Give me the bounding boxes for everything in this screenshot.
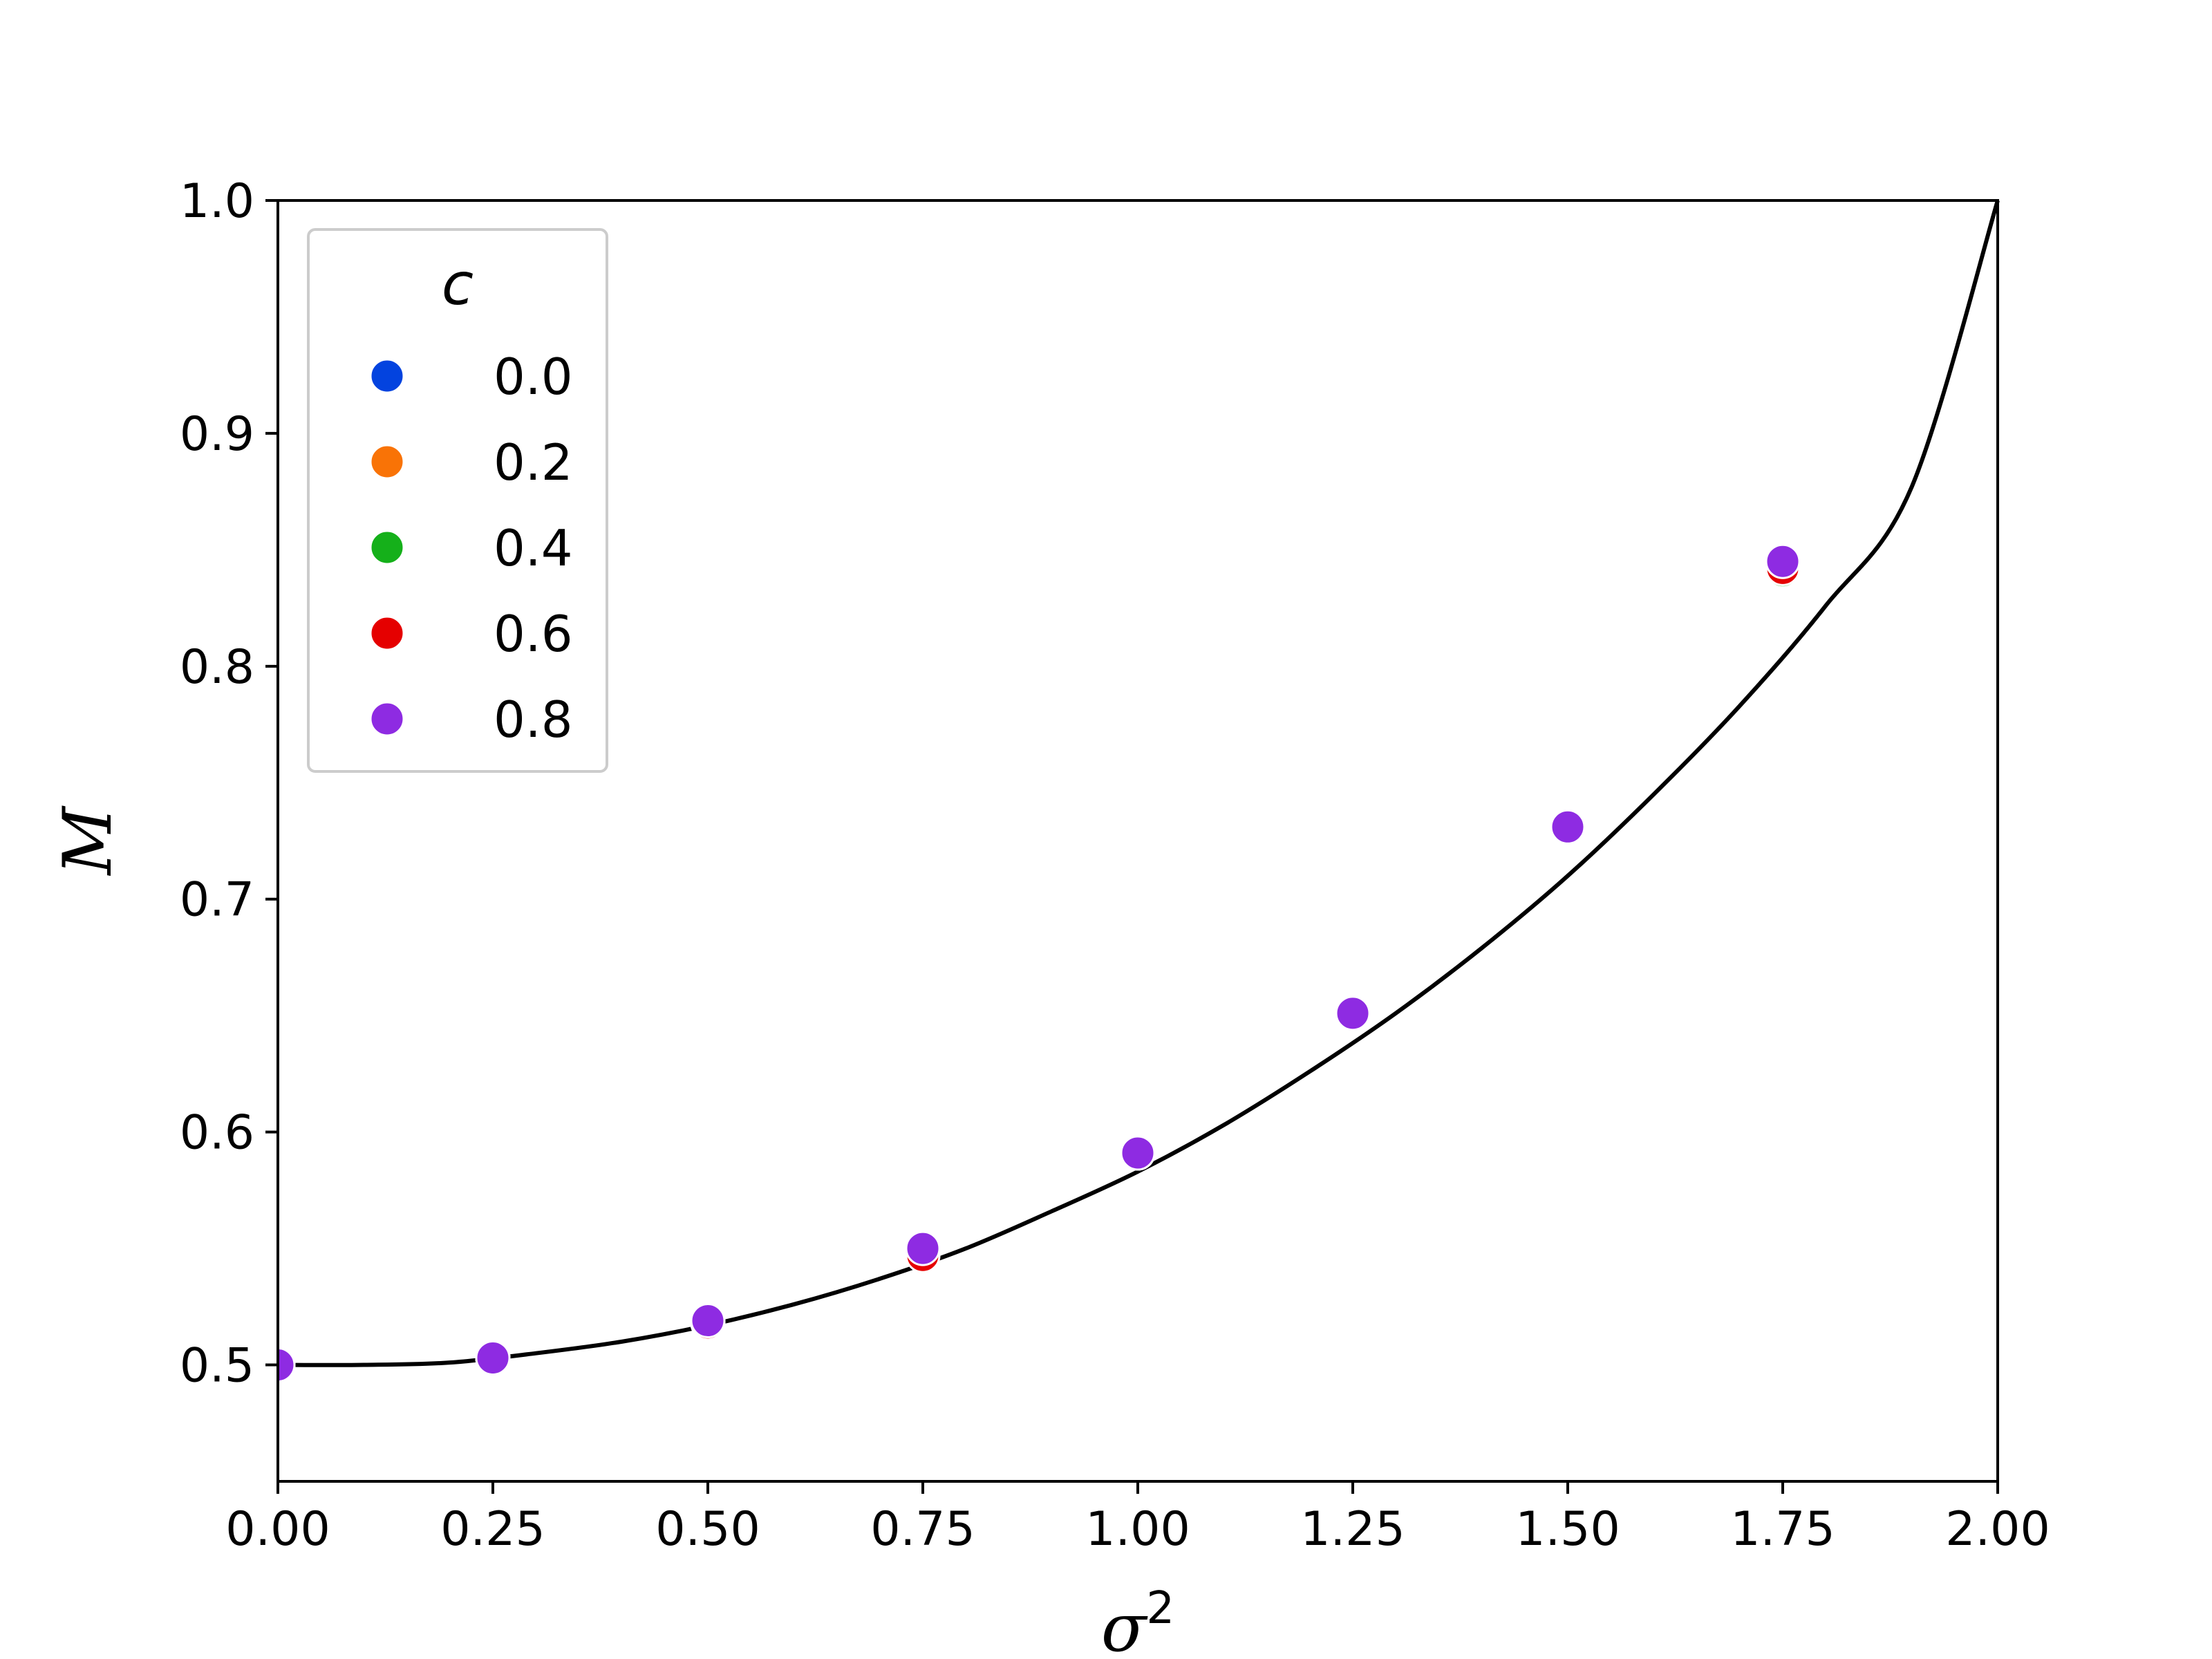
x-tick-label: 1.50: [1515, 1502, 1620, 1557]
legend-title: c: [442, 250, 474, 318]
x-axis-label: σ2: [1101, 1583, 1174, 1659]
legend-label-0.4: 0.4: [494, 519, 573, 577]
y-axis-label: M: [49, 805, 126, 877]
x-tick-label: 1.25: [1300, 1502, 1405, 1557]
fit-curve: [277, 200, 2000, 1367]
legend-label-0.8: 0.8: [494, 691, 573, 749]
x-axis-label-base: σ: [1101, 1589, 1148, 1659]
legend-marker-0.8: [369, 701, 405, 737]
point-c0.8-3: [905, 1230, 941, 1266]
legend-marker-0.2: [369, 444, 405, 480]
x-tick-label: 0.50: [655, 1502, 760, 1557]
y-tick-label: 0.9: [180, 407, 254, 462]
point-c0.8-6: [1550, 809, 1586, 845]
x-tick-label: 1.75: [1730, 1502, 1835, 1557]
fit-curve-layer: [277, 200, 2000, 1367]
x-axis-ticks: 0.00 0.25 0.50 0.75 1.00 1.25 1.50 1.75 2.00: [225, 1481, 2050, 1557]
x-axis-label-superscript: 2: [1146, 1583, 1174, 1634]
legend-label-0.6: 0.6: [494, 605, 573, 663]
y-tick-label: 0.5: [180, 1339, 254, 1394]
y-tick-label: 1.0: [180, 174, 254, 229]
y-tick-label: 0.6: [180, 1106, 254, 1161]
legend: c 0.0 0.2 0.4 0.6 0.8: [307, 228, 608, 773]
point-c0.8-5: [1335, 995, 1371, 1031]
point-c0.8-2: [690, 1303, 726, 1339]
point-c0.8-4: [1120, 1135, 1156, 1171]
point-c0.8-0: [278, 1347, 296, 1383]
y-tick-label: 0.7: [180, 873, 254, 928]
point-c0.8-7: [1765, 543, 1801, 579]
legend-label-0.0: 0.0: [494, 348, 573, 406]
x-tick-label: 1.00: [1085, 1502, 1190, 1557]
legend-marker-0.0: [369, 358, 405, 394]
x-tick-label: 0.25: [440, 1502, 545, 1557]
legend-items: 0.0 0.2 0.4 0.6 0.8: [369, 348, 573, 749]
x-tick-label: 0.00: [225, 1502, 330, 1557]
point-c0.8-1: [475, 1340, 511, 1376]
legend-marker-0.4: [369, 529, 405, 565]
x-tick-label: 0.75: [870, 1502, 975, 1557]
legend-label-0.2: 0.2: [494, 433, 573, 491]
y-axis-ticks: 0.5 0.6 0.7 0.8 0.9 1.0: [180, 174, 278, 1394]
data-points-layer: [278, 543, 1801, 1383]
legend-marker-0.6: [369, 615, 405, 651]
y-tick-label: 0.8: [180, 640, 254, 695]
x-tick-label: 2.00: [1945, 1502, 2050, 1557]
